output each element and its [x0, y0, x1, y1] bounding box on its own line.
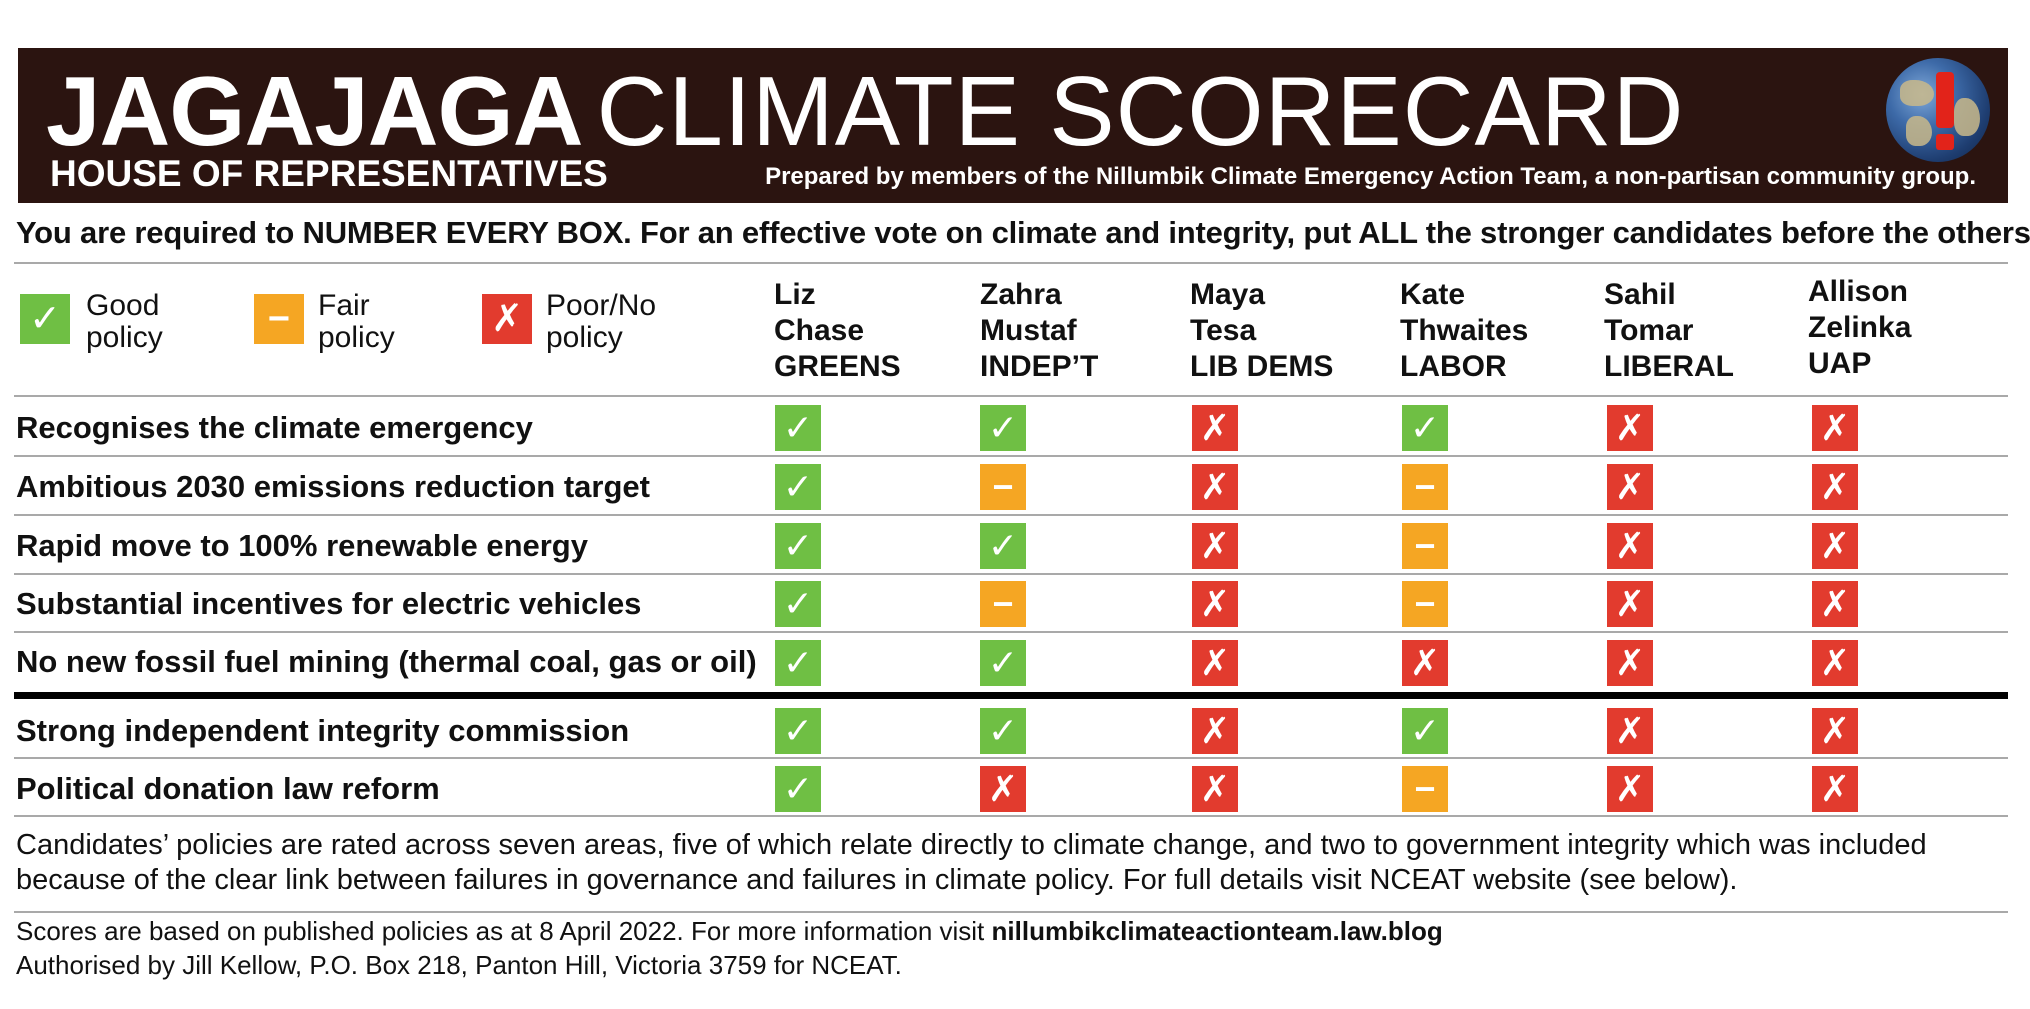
- section-divider: [14, 692, 2008, 699]
- criterion-label: Substantial incentives for electric vehi…: [16, 586, 642, 621]
- website-link[interactable]: nillumbikclimateactionteam.law.blog: [991, 916, 1443, 946]
- criterion-label: Political donation law reform: [16, 771, 440, 806]
- good-score-icon: ✓: [775, 766, 821, 812]
- candidate-header-mustaf: Zahra Mustaf INDEP’T: [980, 278, 1099, 383]
- footer-authorisation: Authorised by Jill Kellow, P.O. Box 218,…: [16, 950, 902, 980]
- candidate-header-thwaites: Kate Thwaites LABOR: [1400, 278, 1529, 383]
- poor-score-icon: ✗: [1812, 464, 1858, 510]
- poor-score-icon: ✗: [1192, 766, 1238, 812]
- poor-score-icon: ✗: [1607, 708, 1653, 754]
- good-score-icon: ✓: [775, 464, 821, 510]
- good-score-icon: ✓: [980, 405, 1026, 451]
- fair-score-icon: −: [1402, 464, 1448, 510]
- divider: [14, 815, 2008, 817]
- poor-score-icon: ✗: [1402, 640, 1448, 686]
- candidate-header-tesa: Maya Tesa LIB DEMS: [1190, 278, 1334, 383]
- poor-score-icon: ✗: [1607, 766, 1653, 812]
- poor-score-icon: ✗: [1192, 405, 1238, 451]
- criterion-label: No new fossil fuel mining (thermal coal,…: [16, 644, 757, 679]
- good-score-icon: ✓: [980, 640, 1026, 686]
- globe-exclamation-icon: [1886, 58, 1990, 162]
- good-score-icon: ✓: [775, 405, 821, 451]
- methodology-note: Candidates’ policies are rated across se…: [16, 829, 1927, 896]
- footer-source-line: Scores are based on published policies a…: [16, 916, 1443, 946]
- divider: [14, 262, 2008, 264]
- good-score-icon: ✓: [775, 708, 821, 754]
- fair-score-icon: −: [1402, 581, 1448, 627]
- poor-score-icon: ✗: [1192, 708, 1238, 754]
- legend-poor-label: Poor/No policy: [546, 289, 657, 354]
- good-score-icon: ✓: [980, 523, 1026, 569]
- poor-score-icon: ✗: [1812, 766, 1858, 812]
- legend-good-label: Good policy: [86, 289, 163, 354]
- poor-score-icon: ✗: [1192, 581, 1238, 627]
- legend-good-icon: ✓: [20, 294, 70, 344]
- divider: [14, 455, 2008, 457]
- poor-score-icon: ✗: [1812, 640, 1858, 686]
- good-score-icon: ✓: [980, 708, 1026, 754]
- fair-score-icon: −: [1402, 523, 1448, 569]
- title-electorate: JAGAJAGA: [46, 56, 584, 166]
- voting-instruction: You are required to NUMBER EVERY BOX. Fo…: [16, 215, 2030, 250]
- candidate-header-tomar: Sahil Tomar LIBERAL: [1604, 278, 1734, 383]
- poor-score-icon: ✗: [1192, 640, 1238, 686]
- legend-fair-icon: −: [254, 294, 304, 344]
- good-score-icon: ✓: [1402, 405, 1448, 451]
- poor-score-icon: ✗: [1607, 405, 1653, 451]
- title-scorecard: CLIMATE SCORECARD: [596, 56, 1685, 166]
- criterion-label: Strong independent integrity commission: [16, 713, 630, 748]
- poor-score-icon: ✗: [1812, 405, 1858, 451]
- candidate-header-zelinka: Allison Zelinka UAP: [1808, 275, 1912, 380]
- candidate-header-chase: Liz Chase GREENS: [774, 278, 901, 383]
- divider: [14, 757, 2008, 759]
- legend-poor-icon: ✗: [482, 294, 532, 344]
- poor-score-icon: ✗: [1607, 640, 1653, 686]
- header-banner: JAGAJAGA CLIMATE SCORECARD HOUSE OF REPRE…: [18, 48, 2008, 203]
- fair-score-icon: −: [980, 581, 1026, 627]
- fair-score-icon: −: [980, 464, 1026, 510]
- poor-score-icon: ✗: [1812, 708, 1858, 754]
- prepared-by-text: Prepared by members of the Nillumbik Cli…: [765, 163, 1976, 190]
- poor-score-icon: ✗: [1812, 523, 1858, 569]
- page-title: JAGAJAGA CLIMATE SCORECARD: [46, 56, 1684, 166]
- divider: [14, 631, 2008, 633]
- divider: [14, 514, 2008, 516]
- good-score-icon: ✓: [775, 640, 821, 686]
- legend-fair-label: Fair policy: [318, 289, 395, 354]
- good-score-icon: ✓: [1402, 708, 1448, 754]
- criterion-label: Recognises the climate emergency: [16, 410, 533, 445]
- poor-score-icon: ✗: [1607, 581, 1653, 627]
- subtitle: HOUSE OF REPRESENTATIVES: [50, 153, 608, 194]
- poor-score-icon: ✗: [1192, 464, 1238, 510]
- footer: Scores are based on published policies a…: [16, 914, 1443, 982]
- poor-score-icon: ✗: [1192, 523, 1238, 569]
- poor-score-icon: ✗: [980, 766, 1026, 812]
- poor-score-icon: ✗: [1812, 581, 1858, 627]
- criterion-label: Ambitious 2030 emissions reduction targe…: [16, 469, 650, 504]
- divider: [14, 395, 2008, 397]
- divider: [14, 573, 2008, 575]
- criterion-label: Rapid move to 100% renewable energy: [16, 528, 588, 563]
- poor-score-icon: ✗: [1607, 523, 1653, 569]
- fair-score-icon: −: [1402, 766, 1448, 812]
- poor-score-icon: ✗: [1607, 464, 1653, 510]
- good-score-icon: ✓: [775, 523, 821, 569]
- good-score-icon: ✓: [775, 581, 821, 627]
- divider: [14, 911, 2008, 913]
